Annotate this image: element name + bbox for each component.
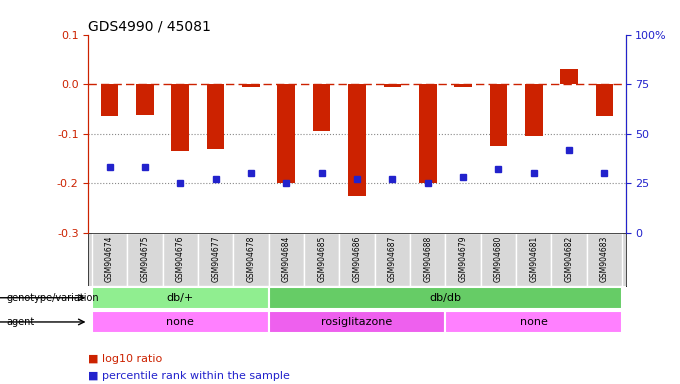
Text: db/db: db/db <box>429 293 461 303</box>
Bar <box>163 233 198 286</box>
Text: GSM904683: GSM904683 <box>600 235 609 282</box>
Text: GSM904677: GSM904677 <box>211 235 220 282</box>
Bar <box>101 84 118 116</box>
Bar <box>384 84 401 86</box>
Bar <box>136 84 154 115</box>
Text: GSM904680: GSM904680 <box>494 235 503 282</box>
Text: db/+: db/+ <box>167 293 194 303</box>
FancyBboxPatch shape <box>92 287 269 309</box>
Bar <box>242 84 260 86</box>
FancyBboxPatch shape <box>269 287 622 309</box>
Bar <box>454 84 472 86</box>
Bar <box>348 84 366 195</box>
Text: none: none <box>167 317 194 327</box>
Text: GSM904687: GSM904687 <box>388 235 397 282</box>
Text: rosiglitazone: rosiglitazone <box>322 317 392 327</box>
Bar <box>525 84 543 136</box>
Bar <box>313 84 330 131</box>
Text: none: none <box>520 317 547 327</box>
Text: genotype/variation: genotype/variation <box>7 293 99 303</box>
Bar <box>445 233 481 286</box>
Bar <box>198 233 233 286</box>
Bar <box>516 233 551 286</box>
Bar <box>587 233 622 286</box>
Bar <box>92 233 127 286</box>
Bar <box>233 233 269 286</box>
Text: GSM904681: GSM904681 <box>529 235 538 282</box>
Bar <box>375 233 410 286</box>
Text: GSM904682: GSM904682 <box>564 235 573 282</box>
Text: GSM904675: GSM904675 <box>141 235 150 282</box>
FancyBboxPatch shape <box>269 311 445 333</box>
Text: GSM904678: GSM904678 <box>246 235 256 282</box>
Text: ■ log10 ratio: ■ log10 ratio <box>88 354 163 364</box>
Bar <box>127 233 163 286</box>
Bar <box>419 84 437 183</box>
Text: GSM904685: GSM904685 <box>317 235 326 282</box>
Text: GSM904674: GSM904674 <box>105 235 114 282</box>
Bar <box>481 233 516 286</box>
Bar <box>560 69 578 84</box>
Bar <box>596 84 613 116</box>
Text: GSM904684: GSM904684 <box>282 235 291 282</box>
Bar <box>551 233 587 286</box>
Bar <box>304 233 339 286</box>
Bar <box>339 233 375 286</box>
Text: GSM904686: GSM904686 <box>352 235 362 282</box>
Bar <box>207 84 224 149</box>
Bar <box>269 233 304 286</box>
Bar <box>277 84 295 183</box>
FancyBboxPatch shape <box>445 311 622 333</box>
Text: GSM904688: GSM904688 <box>423 235 432 282</box>
Text: GDS4990 / 45081: GDS4990 / 45081 <box>88 20 211 33</box>
FancyBboxPatch shape <box>92 311 269 333</box>
Text: agent: agent <box>7 317 35 327</box>
Bar <box>490 84 507 146</box>
Text: GSM904679: GSM904679 <box>458 235 468 282</box>
Bar <box>171 84 189 151</box>
Bar <box>410 233 445 286</box>
Text: GSM904676: GSM904676 <box>176 235 185 282</box>
Text: ■ percentile rank within the sample: ■ percentile rank within the sample <box>88 371 290 381</box>
